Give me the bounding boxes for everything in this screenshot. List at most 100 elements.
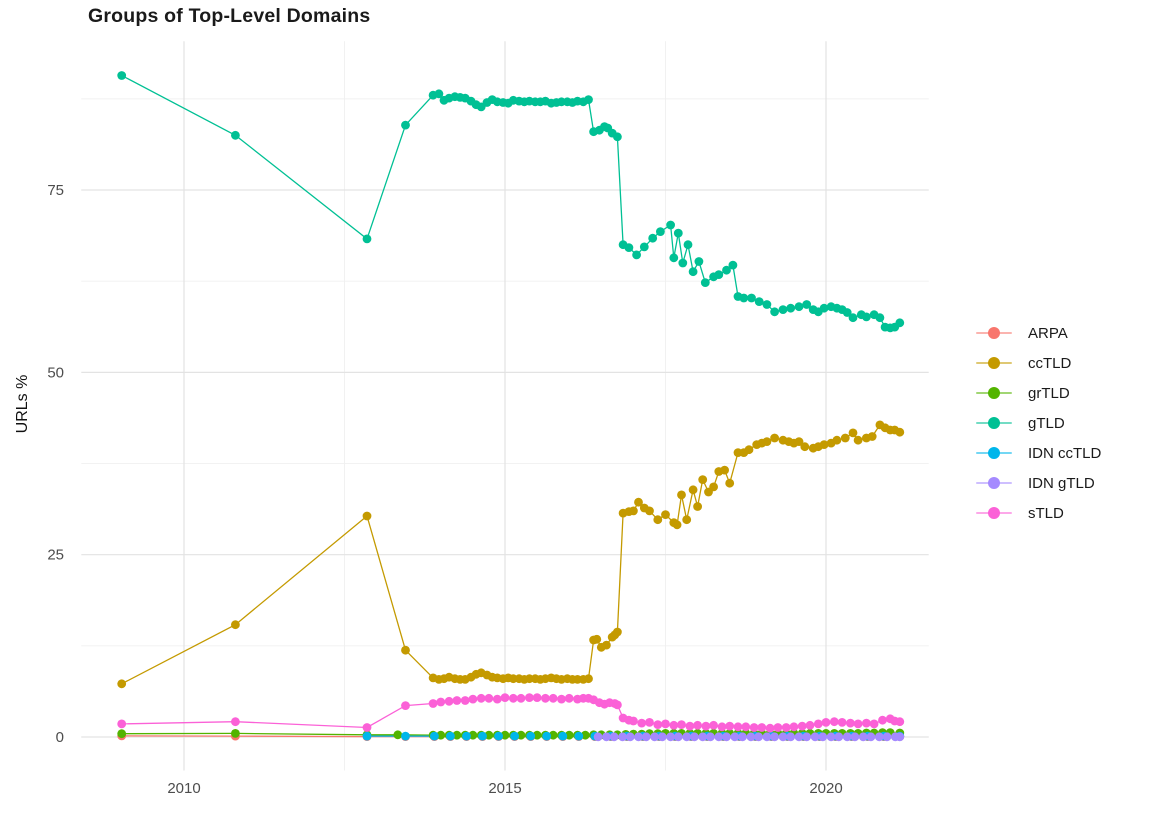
data-point (837, 718, 847, 727)
data-point (629, 716, 638, 726)
data-point (666, 220, 675, 230)
data-point (709, 482, 718, 492)
data-point (747, 293, 756, 303)
data-point (446, 731, 455, 741)
legend-item-stld: sTLD (976, 498, 1101, 528)
data-point (819, 440, 829, 449)
data-point (430, 731, 439, 741)
data-point (362, 511, 372, 521)
y-tick-label: 75 (47, 182, 64, 199)
data-point (813, 719, 823, 729)
data-point (500, 693, 510, 702)
data-point (677, 490, 686, 500)
data-point (744, 445, 754, 455)
data-point (848, 428, 858, 438)
data-point (683, 240, 693, 250)
data-point (401, 645, 410, 655)
data-point (802, 732, 812, 742)
data-point (819, 303, 829, 313)
y-tick-label: 0 (56, 729, 64, 746)
data-point (492, 694, 502, 704)
legend-key-icon (976, 507, 1012, 519)
data-point (526, 731, 536, 741)
data-point (725, 721, 735, 731)
data-point (516, 693, 526, 703)
data-point (834, 732, 844, 742)
data-point (460, 696, 470, 705)
data-point (231, 130, 240, 140)
data-point (805, 720, 815, 730)
series-line-gtld (121, 74, 901, 329)
data-point (484, 693, 494, 703)
data-point (725, 478, 735, 488)
data-point (722, 732, 731, 742)
data-point (117, 71, 127, 80)
legend-label: grTLD (1028, 384, 1070, 402)
data-point (117, 719, 127, 729)
data-point (728, 260, 738, 270)
data-point (362, 234, 372, 244)
data-point (452, 696, 462, 705)
y-tick-label: 25 (47, 547, 64, 564)
data-point (762, 732, 772, 742)
data-point (754, 297, 764, 306)
data-point (688, 485, 698, 495)
data-point (393, 730, 403, 740)
data-point (821, 718, 831, 727)
data-point (810, 732, 820, 742)
data-point (882, 732, 892, 742)
data-point (895, 717, 905, 727)
legend-key-icon (976, 357, 1012, 369)
data-point (878, 715, 887, 725)
data-point (650, 732, 659, 742)
data-point (632, 250, 641, 260)
data-point (826, 732, 836, 742)
data-point (818, 732, 828, 742)
legend-key-icon (976, 477, 1012, 489)
data-point (786, 303, 796, 313)
data-point (564, 693, 574, 703)
data-point (693, 720, 702, 730)
data-point (794, 732, 804, 742)
legend: ARPA ccTLD grTLD gTLD IDN ccTLD IDN gTLD sTLD (976, 318, 1101, 528)
data-point (661, 719, 670, 729)
data-point (832, 435, 842, 445)
legend-key-icon (976, 447, 1012, 459)
data-point (452, 730, 462, 740)
data-point (770, 732, 779, 742)
data-point (401, 701, 410, 710)
data-point (895, 427, 905, 437)
legend-label: sTLD (1028, 504, 1064, 522)
data-point (765, 723, 775, 733)
data-point (866, 732, 876, 742)
data-point (853, 719, 863, 729)
data-point (693, 502, 702, 511)
data-point (682, 515, 692, 525)
data-point (508, 693, 518, 703)
data-point (698, 475, 708, 484)
data-point (231, 717, 240, 727)
data-point (749, 723, 759, 732)
data-point (362, 731, 372, 741)
data-point (637, 718, 647, 728)
data-point (584, 674, 593, 684)
data-point (867, 432, 877, 441)
x-tick-label: 2020 (809, 780, 842, 797)
data-point (770, 307, 779, 317)
legend-item-arpa: ARPA (976, 318, 1101, 348)
data-point (613, 132, 622, 142)
data-point (669, 720, 679, 730)
data-point (869, 719, 879, 729)
data-point (895, 318, 905, 328)
data-point (476, 693, 486, 703)
data-point (754, 732, 763, 742)
data-point (625, 732, 635, 742)
data-point (688, 267, 698, 277)
data-point (802, 300, 812, 309)
data-point (673, 732, 683, 742)
data-point (714, 732, 724, 742)
legend-label: ARPA (1028, 324, 1068, 342)
data-point (653, 515, 663, 525)
data-point (613, 700, 622, 710)
legend-item-idn-cctld: IDN ccTLD (976, 438, 1101, 468)
